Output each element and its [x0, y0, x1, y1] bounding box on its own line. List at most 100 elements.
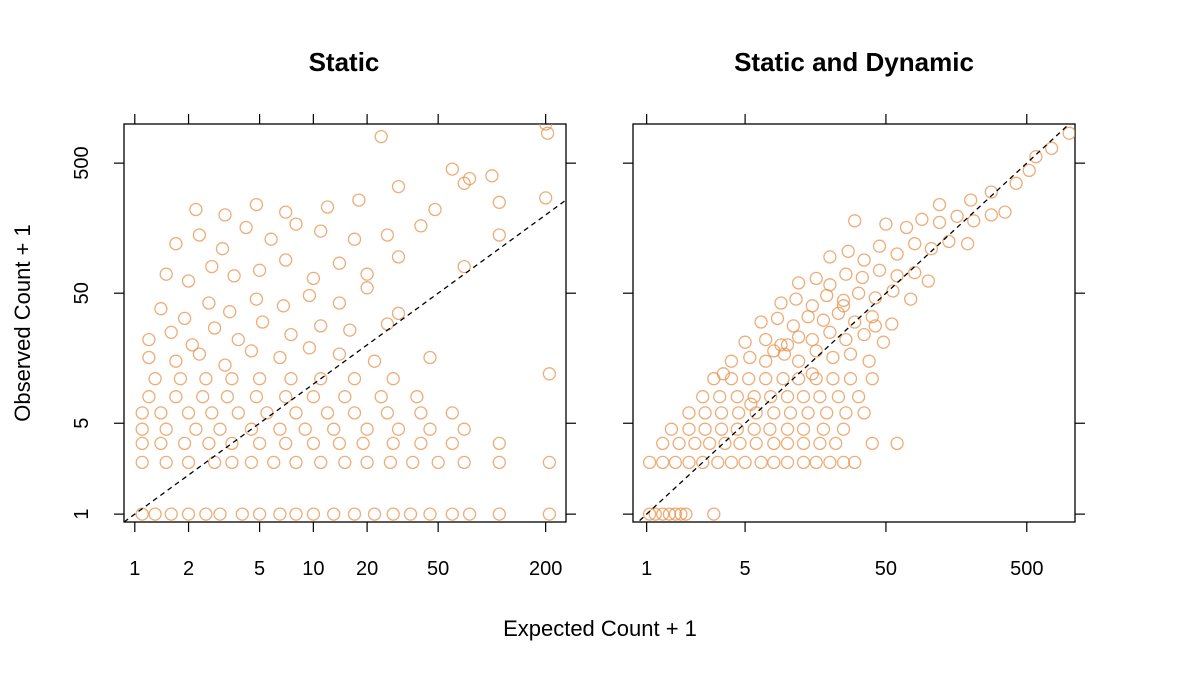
data-point: [445, 507, 459, 521]
data-point: [950, 209, 964, 223]
data-point: [767, 436, 781, 451]
data-point: [284, 372, 298, 386]
data-point: [698, 406, 712, 420]
data-point: [492, 195, 506, 209]
data-point: [410, 390, 424, 404]
data-point: [154, 436, 168, 451]
data-point: [423, 507, 437, 521]
data-point: [1044, 141, 1059, 155]
data-point: [829, 436, 843, 451]
data-point: [836, 455, 851, 470]
data-point: [754, 315, 768, 329]
panel-title-static-and-dynamic: Static and Dynamic: [734, 47, 974, 77]
data-point: [718, 436, 732, 451]
data-point: [809, 344, 823, 358]
data-point: [181, 406, 196, 420]
data-point: [252, 507, 267, 521]
data-point: [249, 292, 264, 306]
data-point: [289, 217, 303, 231]
data-point: [820, 406, 834, 420]
data-point: [738, 335, 752, 349]
x-tick-label: 500: [1010, 558, 1043, 580]
data-point: [857, 406, 871, 420]
data-point: [682, 455, 696, 470]
data-point: [743, 350, 757, 365]
data-point: [414, 219, 428, 233]
data-point: [154, 302, 168, 316]
y-tick-label: 50: [71, 282, 93, 304]
x-tick-label: 200: [529, 558, 562, 580]
data-point: [865, 436, 879, 451]
data-point: [679, 507, 693, 521]
data-point: [642, 507, 657, 521]
static-plot-panel: 1 2 5 10 20 50 200 1 5 50 500: [71, 114, 576, 580]
data-point: [813, 436, 827, 451]
data-point: [403, 507, 418, 521]
data-point: [360, 455, 374, 470]
data-point: [273, 350, 287, 365]
data-point: [169, 237, 183, 251]
data-point: [135, 422, 149, 436]
data-point: [770, 311, 785, 326]
data-point: [159, 422, 173, 436]
data-point: [462, 171, 477, 186]
data-point: [414, 406, 428, 420]
data-point: [759, 332, 773, 347]
data-point: [218, 358, 232, 372]
data-point: [921, 274, 935, 288]
data-point: [839, 267, 853, 281]
data-point: [485, 169, 499, 183]
data-point: [213, 422, 227, 436]
data-point: [302, 288, 317, 303]
data-point: [796, 455, 811, 470]
data-point: [314, 319, 328, 333]
data-point: [391, 422, 406, 436]
data-point: [1062, 126, 1075, 140]
data-point: [713, 390, 727, 404]
data-point: [831, 390, 846, 404]
data-point: [289, 406, 303, 420]
data-point: [235, 507, 249, 521]
data-point: [967, 214, 981, 228]
data-point: [642, 455, 657, 470]
data-point: [763, 422, 777, 436]
data-point: [836, 422, 851, 436]
data-point: [964, 193, 978, 207]
data-point: [279, 390, 293, 404]
x-tick-label: 50: [427, 558, 449, 580]
data-point: [457, 422, 471, 436]
data-point: [648, 507, 662, 521]
data-point: [984, 208, 998, 222]
x-tick-label: 20: [356, 558, 378, 580]
data-point: [181, 274, 196, 288]
data-point: [244, 344, 259, 358]
data-point: [360, 267, 374, 281]
data-point: [306, 507, 321, 521]
data-point: [252, 372, 267, 386]
data-point: [780, 422, 795, 436]
data-point: [851, 390, 866, 404]
data-point: [255, 315, 270, 329]
data-point: [841, 244, 855, 258]
data-point: [181, 455, 196, 470]
data-point: [890, 247, 904, 261]
data-point: [868, 319, 882, 333]
data-point: [202, 296, 216, 310]
static-plot-frame: [123, 123, 567, 523]
data-point: [386, 436, 400, 451]
data-point: [539, 124, 553, 131]
data-point: [857, 327, 871, 342]
data-point: [213, 507, 227, 521]
data-point: [492, 455, 506, 470]
data-point: [347, 406, 362, 420]
data-point: [836, 299, 851, 313]
data-point: [823, 325, 837, 339]
data-point: [225, 436, 239, 451]
data-point: [872, 239, 887, 253]
data-point: [816, 422, 831, 436]
data-point: [851, 286, 866, 300]
data-point: [457, 455, 471, 470]
data-point: [724, 455, 739, 470]
x-tick-label: 2: [183, 558, 194, 580]
data-point: [539, 191, 553, 205]
